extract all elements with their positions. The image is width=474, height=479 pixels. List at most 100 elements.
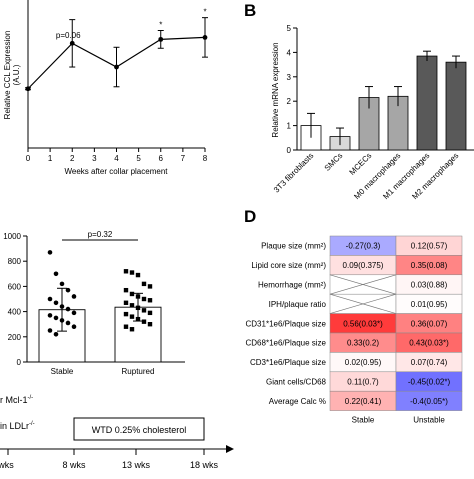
panel-c-x-tick-label: Ruptured xyxy=(122,367,155,376)
panel-d-cell-value: 0.03(0.88) xyxy=(411,281,448,290)
panel-b-bar-chart: B Relative mRNA expression 0 1 2 3 4 5 3T3 fi… xyxy=(244,1,474,201)
panel-a-annotation: p=0.06 xyxy=(56,31,81,40)
panel-a-y-label: Relative CCL Expression xyxy=(3,31,12,120)
panel-d-row-label: IPH/plaque ratio xyxy=(269,300,327,309)
panel-c-point xyxy=(135,316,141,322)
panel-a-point xyxy=(202,35,208,40)
panel-d-cell-value: 0.35(0.08) xyxy=(411,261,448,270)
panel-b-x-tick-label: MCECs xyxy=(348,151,374,177)
panel-d-cell-value: 0.36(0.07) xyxy=(411,319,448,328)
panel-b-y-label: Relative mRNA expression xyxy=(271,42,280,137)
panel-a-x-label: Weeks after collar placement xyxy=(64,167,168,176)
panel-d-cell-value: 0.09(0.375) xyxy=(343,261,384,270)
panel-d-cell-value: 0.01(0.95) xyxy=(411,300,448,309)
panel-a-annotation: * xyxy=(203,8,206,17)
panel-c-point xyxy=(141,296,147,302)
panel-a-y-unit: (A.U.) xyxy=(12,64,21,85)
panel-d-row-label: Average Calc % xyxy=(269,397,326,406)
panel-c-point xyxy=(129,270,135,275)
panel-b-x-tick-label: 3T3 fibroblasts xyxy=(272,151,315,194)
panel-c-point xyxy=(59,281,65,287)
panel-b-y-tick-label: 3 xyxy=(287,73,292,82)
panel-d-heatmap: D Plaque size (mm²) -0.27(0.3) 0.12(0.57) L… xyxy=(244,207,463,425)
panel-c-point xyxy=(135,294,141,299)
timeline: r Mcl-1-/- in LDLr-/- WTD 0.25% choleste… xyxy=(0,395,234,470)
panel-c-y-tick-label: 800 xyxy=(8,257,22,266)
panel-a-point xyxy=(25,86,31,92)
panel-c-point xyxy=(53,331,59,337)
diet-box xyxy=(73,417,205,441)
panel-a-x-tick-label: 4 xyxy=(114,154,119,163)
diet-box-label: WTD 0.25% cholesterol xyxy=(92,425,187,435)
panel-d-row-label: Hemorrhage (mm²) xyxy=(258,281,326,290)
panel-c-y-tick-label: 0 xyxy=(17,358,22,367)
panel-d-row-label: Giant cells/CD68 xyxy=(266,378,327,387)
timeline-label-18: 18 wks xyxy=(190,460,219,470)
panel-c-p-value: p=0.32 xyxy=(88,230,113,239)
panel-c-point xyxy=(59,318,65,323)
timeline-line-1: r Mcl-1-/- xyxy=(0,395,33,405)
panel-c-point xyxy=(129,303,135,308)
panel-c-point xyxy=(65,287,71,293)
panel-c-point xyxy=(123,311,129,317)
panel-a-point xyxy=(114,64,119,70)
panel-c-point xyxy=(123,269,129,274)
panel-d-cell-value: 0.43(0.03*) xyxy=(409,339,449,348)
panel-c-point xyxy=(147,322,153,327)
panel-b-y-tick-label: 2 xyxy=(287,97,292,106)
panel-c-point xyxy=(47,250,53,255)
panel-c-point xyxy=(123,300,129,305)
panel-c-y-tick-label: 200 xyxy=(8,333,22,342)
panel-d-letter: D xyxy=(244,207,256,226)
panel-d-cell-value: 0.56(0.03*) xyxy=(343,319,383,328)
panel-b-letter: B xyxy=(244,1,256,20)
panel-c-point xyxy=(53,300,59,306)
timeline-label-8: 8 wks xyxy=(62,460,86,470)
panel-b-x-tick-label: SMCs xyxy=(323,151,345,173)
panel-c-point xyxy=(65,306,71,312)
panel-c-y-tick-label: 400 xyxy=(8,308,22,317)
panel-a-line-chart: Relative CCL Expression (A.U.) Weeks aft… xyxy=(3,0,208,176)
panel-c-point xyxy=(65,320,71,326)
panel-c-point xyxy=(129,327,135,332)
panel-c-point xyxy=(53,315,59,321)
panel-c-point xyxy=(129,314,135,319)
panel-c-y-tick-label: 600 xyxy=(8,282,22,291)
timeline-label-13: 13 wks xyxy=(122,460,151,470)
panel-d-cell-value: 0.12(0.57) xyxy=(411,242,448,251)
panel-d-cell-value: 0.33(0.2) xyxy=(347,339,379,348)
panel-a-x-tick-label: 5 xyxy=(136,154,141,163)
panel-c-point xyxy=(59,304,65,309)
panel-c-point xyxy=(71,324,77,330)
panel-c-point xyxy=(71,294,77,299)
panel-d-column-label: Stable xyxy=(352,416,375,425)
panel-d-cell-value: -0.4(0.05*) xyxy=(410,397,448,406)
panel-c-x-tick-label: Stable xyxy=(51,367,74,376)
panel-c-point xyxy=(123,287,129,293)
panel-a-x-tick-label: 6 xyxy=(159,154,164,163)
panel-a-x-tick-label: 7 xyxy=(181,154,186,163)
panel-a-annotation: * xyxy=(159,20,162,29)
panel-d-cross xyxy=(329,293,397,314)
panel-c-point xyxy=(141,308,147,313)
panel-b-bar xyxy=(445,61,467,151)
panel-a-x-tick-label: 8 xyxy=(203,154,208,163)
panel-c-point xyxy=(135,272,141,278)
panel-d-cell-value: -0.27(0.3) xyxy=(346,242,381,251)
panel-c-point xyxy=(71,310,77,316)
panel-b-y-tick-label: 0 xyxy=(287,146,292,155)
panel-d-column-label: Unstable xyxy=(413,416,445,425)
panel-c-point xyxy=(53,271,59,277)
panel-d-cell-value: 0.11(0.7) xyxy=(347,378,379,387)
panel-d-cell-value: 0.02(0.95) xyxy=(345,358,382,367)
panel-c-point xyxy=(47,313,53,318)
panel-c-point xyxy=(141,281,147,287)
timeline-label-start: wks xyxy=(0,460,14,470)
panel-b-bar xyxy=(416,55,438,151)
panel-d-row-label: Plaque size (mm²) xyxy=(261,242,326,251)
panel-d-cell-value: 0.07(0.74) xyxy=(411,358,448,367)
panel-c-point xyxy=(135,305,141,311)
panel-b-y-tick-label: 4 xyxy=(287,48,292,57)
timeline-arrow-icon xyxy=(226,445,234,453)
